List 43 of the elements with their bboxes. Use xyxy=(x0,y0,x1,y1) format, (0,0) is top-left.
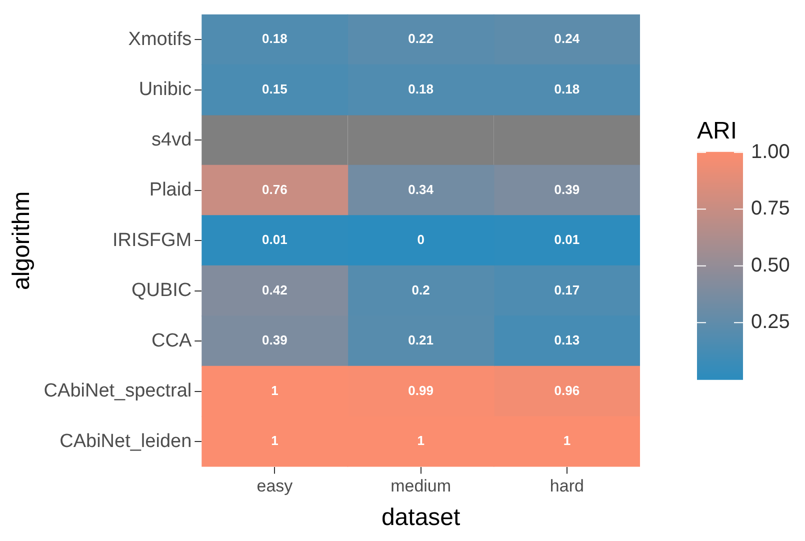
data-label: 0.18 xyxy=(262,31,288,46)
y-tick-label: QUBIC xyxy=(131,280,192,302)
data-label: 0.22 xyxy=(408,31,434,46)
y-tick-label: CAbiNet_spectral xyxy=(44,380,192,402)
data-label: 0.21 xyxy=(408,332,434,348)
y-tick-label: s4vd xyxy=(152,129,192,150)
data-label: 0.96 xyxy=(554,382,580,398)
y-tick-label: Unibic xyxy=(138,79,192,100)
data-label: 0.2 xyxy=(412,282,430,298)
x-axis-title: dataset xyxy=(381,504,461,532)
data-label: 0.17 xyxy=(554,282,580,298)
data-label: 0.99 xyxy=(408,382,434,398)
data-label: 1 xyxy=(417,433,424,448)
y-axis-title: algorithm xyxy=(8,191,36,290)
color-bar-title: ARI xyxy=(697,117,738,144)
data-label: 0.76 xyxy=(262,182,288,197)
x-tick-label: hard xyxy=(550,476,584,496)
data-label: 0.24 xyxy=(554,31,580,46)
data-label: 0.34 xyxy=(408,182,434,197)
data-label: 0.01 xyxy=(554,232,580,248)
color-bar-label: 0.75 xyxy=(751,198,790,220)
data-label: 1 xyxy=(271,433,278,448)
data-label: 0 xyxy=(417,232,424,248)
data-label: 1 xyxy=(271,382,278,398)
y-tick-label: CAbiNet_leiden xyxy=(60,430,192,452)
data-label: 0.18 xyxy=(554,81,580,96)
data-label: 0.13 xyxy=(554,332,580,348)
color-bar-label: 0.25 xyxy=(751,311,790,334)
data-label: 0.18 xyxy=(408,81,434,96)
x-tick-label: easy xyxy=(256,476,294,496)
data-label: 0.39 xyxy=(554,182,580,197)
data-label: 0.01 xyxy=(262,232,288,248)
y-tick-label: Plaid xyxy=(149,180,192,201)
data-label: 1 xyxy=(563,433,571,448)
data-label: 0.15 xyxy=(262,81,288,96)
color-bar-label: 0.50 xyxy=(751,254,790,276)
data-label: 0.39 xyxy=(262,332,288,348)
x-tick-label: medium xyxy=(390,476,452,496)
y-tick-label: IRISFGM xyxy=(112,230,192,251)
y-tick-label: CCA xyxy=(152,330,192,352)
data-label: 0.42 xyxy=(262,282,288,298)
color-bar-label: 1.00 xyxy=(751,140,790,163)
y-tick-label: Xmotifs xyxy=(128,28,192,50)
